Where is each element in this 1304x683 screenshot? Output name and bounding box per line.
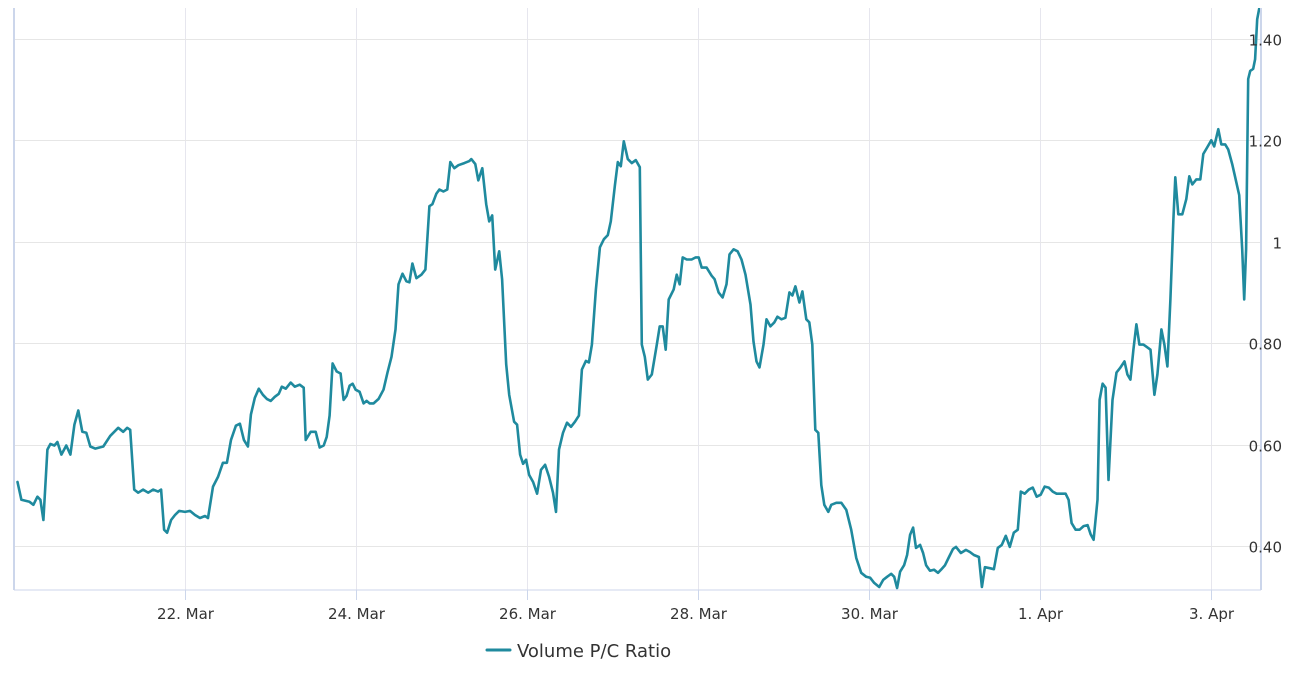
y-axis-labels: 0.40 0.60 0.80 1 1.20 1.40	[1249, 32, 1282, 557]
y-tick-label: 0.60	[1249, 438, 1282, 456]
x-gridlines	[185, 8, 1212, 590]
y-tick-label: 1.20	[1249, 133, 1282, 151]
x-tick-label: 30. Mar	[841, 605, 899, 623]
x-tick-label: 24. Mar	[328, 605, 386, 623]
y-tick-label: 1	[1272, 235, 1282, 253]
x-tick-label: 22. Mar	[157, 605, 215, 623]
legend-item-volume-pc-ratio[interactable]: Volume P/C Ratio	[485, 641, 671, 662]
y-tick-label: 0.80	[1249, 336, 1282, 354]
x-tick-label: 28. Mar	[670, 605, 728, 623]
y-tick-label: 0.40	[1249, 539, 1282, 557]
x-tick-label: 26. Mar	[499, 605, 557, 623]
x-axis-ticks	[185, 590, 1212, 600]
x-tick-label: 3. Apr	[1189, 605, 1235, 623]
x-tick-label: 1. Apr	[1018, 605, 1064, 623]
legend-label: Volume P/C Ratio	[517, 641, 671, 662]
series-line-volume-pc-ratio	[16, 8, 1260, 590]
y-tick-label: 1.40	[1249, 32, 1282, 50]
y-gridlines	[14, 39, 1260, 547]
x-axis-labels: 22. Mar 24. Mar 26. Mar 28. Mar 30. Mar 1. Ap…	[157, 605, 1235, 623]
